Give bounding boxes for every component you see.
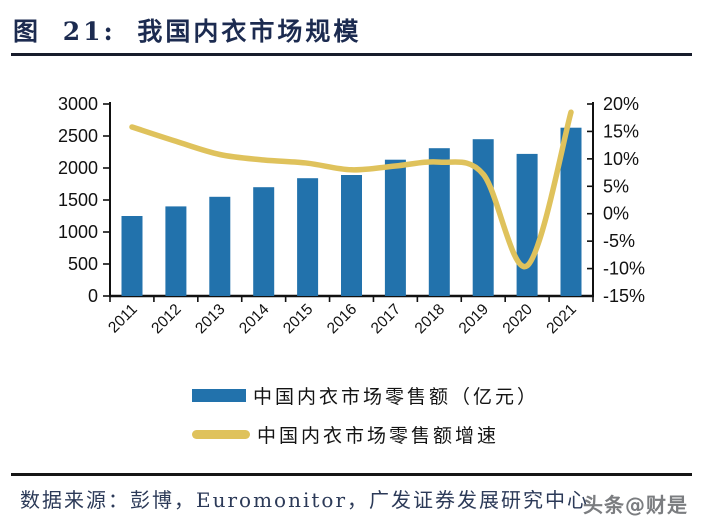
line-swatch-icon xyxy=(192,429,250,439)
right-axis-label: 5% xyxy=(603,176,629,196)
bar-2014 xyxy=(253,187,275,296)
bar-2012 xyxy=(165,206,187,296)
bar-2011 xyxy=(121,216,143,296)
x-axis-label: 2015 xyxy=(280,301,316,337)
y-axis-label: 1000 xyxy=(58,222,98,242)
x-axis-label: 2021 xyxy=(543,301,579,337)
bar-2013 xyxy=(209,196,231,296)
watermark-text: 头条@财是 xyxy=(583,493,688,517)
bar-2016 xyxy=(341,175,362,296)
market-size-chart: 3000 2500 2000 1500 1000 500 0 20% 15% 10% 5% 0% -5%… xyxy=(58,94,645,338)
legend-label-retail: 中国内衣市场零售额（亿元） xyxy=(253,385,540,408)
right-axis-label: -5% xyxy=(603,231,635,251)
right-axis-label: 0% xyxy=(603,204,629,224)
right-axis-label: 15% xyxy=(603,121,639,141)
right-axis-label: -10% xyxy=(603,259,645,279)
right-axis-label: 10% xyxy=(603,149,639,169)
x-axis-label: 2013 xyxy=(192,301,228,337)
y-axis-label: 0 xyxy=(88,286,98,306)
right-axis-label: -15% xyxy=(603,286,645,306)
bar-2021 xyxy=(560,127,582,296)
bar-2017 xyxy=(384,159,406,296)
x-axis-label: 2014 xyxy=(236,301,273,338)
chart-legend: 中国内衣市场零售额（亿元） 中国内衣市场零售额增速 xyxy=(192,384,539,462)
y-axis-label: 1500 xyxy=(58,190,98,210)
bar-2020 xyxy=(516,153,538,296)
y-axis-label: 3000 xyxy=(58,94,98,114)
bar-2019 xyxy=(472,139,494,296)
title-divider xyxy=(11,53,692,56)
y-axis-label: 2000 xyxy=(58,158,98,178)
right-axis-label: 20% xyxy=(603,94,639,114)
footer-divider xyxy=(11,473,692,476)
x-axis-label: 2019 xyxy=(456,301,492,337)
x-axis-label: 2012 xyxy=(148,301,184,337)
growth-line xyxy=(129,109,574,270)
y-axis-label: 2500 xyxy=(58,126,98,146)
bar-2015 xyxy=(297,178,319,296)
figure-title: 图 21: 我国内衣市场规模 xyxy=(13,17,362,46)
legend-item-retail: 中国内衣市场零售额（亿元） xyxy=(192,384,540,408)
x-axis-label: 2017 xyxy=(368,301,404,337)
x-axis-label: 2018 xyxy=(412,301,448,337)
y-axis-label: 500 xyxy=(68,254,98,274)
legend-item-growth: 中国内衣市场零售额增速 xyxy=(192,423,539,447)
x-axis-label: 2011 xyxy=(105,301,141,337)
bar-swatch-icon xyxy=(192,388,246,402)
bar-2018 xyxy=(428,148,450,296)
legend-label-growth: 中国内衣市场零售额增速 xyxy=(257,424,500,447)
data-source-text: 数据来源：彭博，Euromonitor，广发证券发展研究中心 xyxy=(20,488,590,512)
x-axis-label: 2020 xyxy=(500,301,537,338)
x-axis-label: 2016 xyxy=(324,301,360,337)
